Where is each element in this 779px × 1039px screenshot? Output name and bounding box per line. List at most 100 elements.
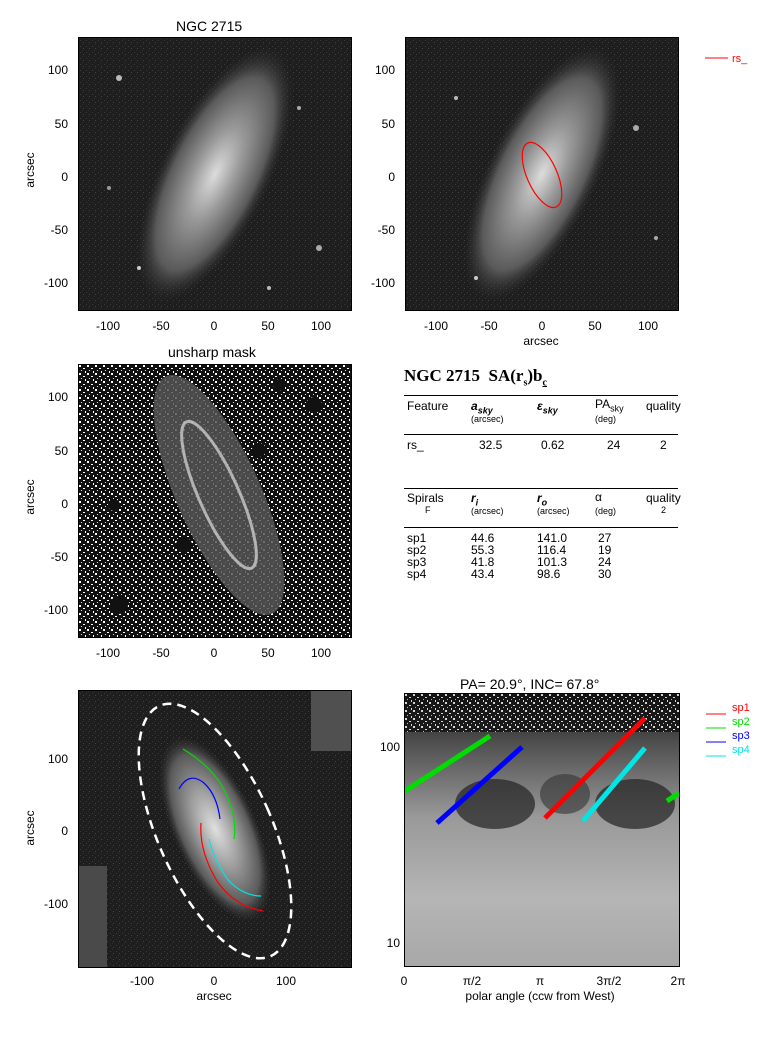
table-rule: [404, 395, 678, 396]
x-tick: 0: [211, 974, 218, 988]
spiral-alpha: 19: [598, 543, 612, 557]
x-tick: 100: [638, 319, 658, 333]
col-quality-value: 2: [661, 505, 667, 515]
spiral-alpha: 30: [598, 567, 612, 581]
galaxy-ellipse-panel: [405, 37, 679, 311]
bottom-left-axes: arcsec 100 0 -100 -100 0 100 arcsec: [23, 752, 296, 1003]
x-tick: -50: [480, 319, 498, 333]
polar-legend: sp1 sp2 sp3 sp4: [706, 702, 750, 757]
x-tick: 50: [588, 319, 602, 333]
col-ri: ri: [471, 491, 479, 508]
legend-label-sp1: sp1: [732, 702, 750, 714]
col-spirals: Spirals: [407, 491, 444, 505]
spiral-arm-sp4: [208, 838, 262, 897]
x-axis-label: polar angle (ccw from West): [465, 989, 614, 1003]
y-tick: -50: [378, 223, 396, 237]
x-tick: -100: [96, 646, 120, 660]
y-axis-label: arcsec: [23, 479, 37, 514]
spiral-line-sp1: [543, 716, 647, 820]
y-tick: 0: [61, 497, 68, 511]
col-a-unit: (arcsec): [471, 414, 504, 424]
x-tick: 100: [311, 646, 331, 660]
x-tick: -50: [152, 646, 170, 660]
x-tick: -100: [96, 319, 120, 333]
feature-eps: 0.62: [541, 438, 565, 452]
col-quality: quality: [646, 399, 681, 413]
spiral-alpha: 27: [598, 531, 612, 545]
col-ro: ro: [537, 491, 548, 508]
galaxy-image: [79, 38, 351, 310]
y-tick: 100: [48, 63, 68, 77]
y-axis-label: arcsec: [23, 152, 37, 187]
x-tick: -100: [424, 319, 448, 333]
table-heading: NGC 2715 SA(rs)bc: [404, 366, 547, 388]
hubble-class: SA(r: [488, 366, 524, 385]
y-tick: 50: [55, 444, 69, 458]
spiral-ri: 41.8: [471, 555, 495, 569]
col-alpha: α: [595, 490, 602, 504]
outer-dashed-ellipse: [137, 702, 293, 960]
spiral-ri: 44.6: [471, 531, 495, 545]
hubble-class-end: )b: [527, 366, 543, 385]
y-tick: 100: [375, 63, 395, 77]
spiral-ro: 98.6: [537, 567, 561, 581]
legend-label-sp3: sp3: [732, 730, 750, 742]
col-ro-unit: (arcsec): [537, 506, 570, 516]
col-quality: quality: [646, 491, 681, 505]
top-right-axes: 100 50 0 -50 -100 -100 -50 0 50 100 arcs…: [371, 53, 748, 348]
hubble-class-sub: s: [523, 377, 528, 389]
col-alpha-unit: (deg): [595, 506, 617, 516]
x-tick: π/2: [463, 974, 482, 988]
spiral-overlay-panel: [78, 690, 352, 968]
x-tick: 100: [276, 974, 296, 988]
col-feature: Feature: [407, 399, 449, 413]
x-tick: 3π/2: [597, 974, 622, 988]
x-tick: -100: [130, 974, 154, 988]
x-axis-label: arcsec: [523, 334, 558, 348]
galaxy-name: NGC 2715: [404, 366, 481, 385]
col-a: asky: [471, 399, 493, 416]
x-tick: -50: [152, 319, 170, 333]
x-tick: 0: [401, 974, 408, 988]
feature-pa: 24: [607, 438, 621, 452]
y-tick: 100: [48, 752, 68, 766]
polar-projection-image: [405, 694, 679, 966]
mid-left-axes: arcsec 100 50 0 -50 -100 -100 -50 0 50 1…: [23, 390, 331, 660]
table-rule: [404, 527, 678, 528]
y-axis-label: arcsec: [23, 810, 37, 845]
col-eps: εsky: [537, 399, 558, 416]
spiral-name: sp2: [407, 543, 427, 557]
polar-projection-panel: [404, 693, 680, 967]
spiral-ro: 141.0: [537, 531, 568, 545]
y-tick: 0: [388, 170, 395, 184]
y-tick: 100: [48, 390, 68, 404]
spiral-arm-sp2: [182, 748, 236, 840]
legend-label-sp2: sp2: [732, 716, 750, 728]
spiral-name: sp4: [407, 567, 427, 581]
feature-a: 32.5: [479, 438, 503, 452]
x-tick: π: [536, 974, 544, 988]
table-rule: [404, 434, 678, 435]
panel-title-ngc2715: NGC 2715: [176, 18, 243, 34]
spiral-line-sp4: [581, 746, 647, 823]
panel-title-unsharp-mask: unsharp mask: [168, 344, 256, 360]
spiral-alpha: 24: [598, 555, 612, 569]
ring-fit-ellipse: [521, 141, 563, 209]
legend-label-sp4: sp4: [732, 744, 750, 756]
top-left-axes: arcsec 100 50 0 -50 -100 -100 -50 0 50 1…: [23, 63, 331, 333]
y-tick: 50: [55, 117, 69, 131]
spiral-name: sp3: [407, 555, 427, 569]
y-tick: 0: [61, 170, 68, 184]
spiral-line-sp2: [405, 733, 492, 794]
col-spirals-f: F: [425, 505, 431, 515]
galaxy-image-panel: [78, 37, 352, 311]
spiral-overlay-image: [79, 691, 351, 967]
table-rule: [404, 488, 678, 489]
x-tick: 50: [261, 646, 275, 660]
spiral-arm-sp1: [200, 822, 264, 912]
spiral-ro: 101.3: [537, 555, 568, 569]
legend-label-rs: rs_: [732, 53, 748, 65]
spiral-arm-sp3: [178, 777, 221, 820]
col-pa: PAsky: [595, 397, 624, 414]
spiral-ro: 116.4: [537, 543, 567, 557]
